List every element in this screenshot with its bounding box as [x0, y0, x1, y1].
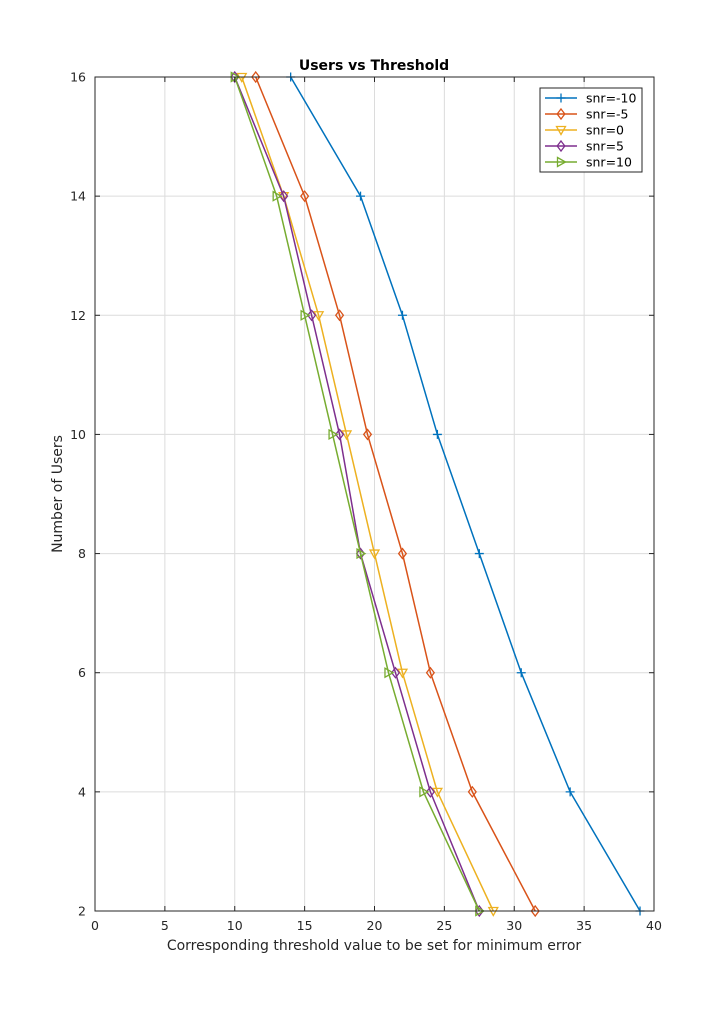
series-line: [255, 76, 536, 912]
legend-item: snr=5: [545, 139, 624, 154]
y-tick-label: 8: [78, 546, 86, 561]
legend-label: snr=-10: [586, 91, 637, 106]
y-tick-label: 2: [78, 904, 86, 919]
x-tick-label: 10: [227, 918, 243, 933]
data-point-marker: [431, 787, 443, 798]
legend-item: snr=0: [545, 123, 624, 138]
y-tick-label: 12: [70, 308, 86, 323]
data-point-marker: [312, 311, 325, 322]
data-point-marker: [556, 93, 566, 103]
data-point-marker: [467, 785, 477, 798]
data-point-marker: [272, 190, 283, 202]
data-point-marker: [419, 786, 430, 798]
x-tick-label: 35: [576, 918, 592, 933]
series-snr=5: [230, 70, 484, 918]
data-point-marker: [556, 156, 567, 168]
data-point-marker: [356, 191, 366, 201]
data-point-marker: [279, 190, 289, 203]
grid-lines: [94, 76, 655, 912]
data-point-marker: [356, 547, 367, 560]
data-point-marker: [362, 428, 373, 441]
data-point-marker: [251, 70, 261, 84]
data-point-marker: [300, 309, 311, 321]
data-point-marker: [300, 190, 310, 203]
y-tick-label: 16: [70, 70, 86, 85]
legend-item: snr=-5: [545, 107, 629, 122]
data-point-marker: [425, 785, 436, 798]
data-point-marker: [306, 309, 317, 322]
series-line: [234, 76, 480, 912]
legend-label: snr=-5: [586, 107, 629, 122]
series-snr=-5: [251, 70, 540, 918]
x-tick-label: 40: [646, 918, 662, 933]
legend-label: snr=10: [586, 155, 632, 170]
data-point-marker: [556, 107, 566, 121]
x-tick-label: 15: [297, 918, 313, 933]
legend-item: snr=10: [545, 155, 632, 170]
data-point-marker: [425, 666, 436, 679]
y-axis-label: Number of Users: [50, 435, 66, 553]
data-point-marker: [397, 310, 407, 320]
data-point-marker: [474, 549, 484, 559]
axis-ticks: 0 5 10 15 20 25 30 35 40 2 4 6 8 10 12 14 16: [70, 70, 662, 934]
data-point-marker: [334, 309, 345, 322]
legend-label: snr=5: [586, 139, 624, 154]
legend-item: snr=-10: [545, 91, 637, 106]
y-tick-label: 10: [70, 427, 86, 442]
series-line: [241, 76, 494, 912]
x-tick-label: 0: [91, 918, 99, 933]
data-point-marker: [555, 125, 567, 136]
data-point-marker: [396, 668, 409, 679]
x-tick-label: 30: [506, 918, 522, 933]
series-line: [234, 76, 481, 912]
data-point-marker: [334, 428, 345, 441]
data-point-marker: [397, 547, 408, 560]
series-line: [290, 76, 641, 912]
data-point-marker: [328, 428, 339, 441]
y-tick-label: 4: [78, 784, 86, 799]
data-point-marker: [340, 430, 353, 441]
x-tick-label: 25: [436, 918, 452, 933]
data-point-marker: [384, 667, 395, 679]
y-tick-label: 6: [78, 665, 86, 680]
series-layer: [230, 70, 645, 918]
y-tick-label: 14: [70, 189, 86, 204]
series-snr=10: [230, 71, 486, 917]
data-point-marker: [565, 787, 575, 797]
legend-label: snr=0: [586, 123, 624, 138]
data-point-marker: [432, 429, 442, 439]
x-axis-label: Corresponding threshold value to be set …: [167, 938, 582, 954]
x-tick-label: 5: [161, 918, 169, 933]
series-snr=-10: [286, 72, 645, 916]
chart-title: Users vs Threshold: [299, 58, 449, 74]
data-point-marker: [556, 139, 566, 153]
data-point-marker: [390, 666, 401, 679]
x-tick-label: 20: [367, 918, 383, 933]
data-point-marker: [516, 668, 526, 678]
data-point-marker: [530, 904, 540, 918]
data-point-marker: [368, 549, 381, 560]
